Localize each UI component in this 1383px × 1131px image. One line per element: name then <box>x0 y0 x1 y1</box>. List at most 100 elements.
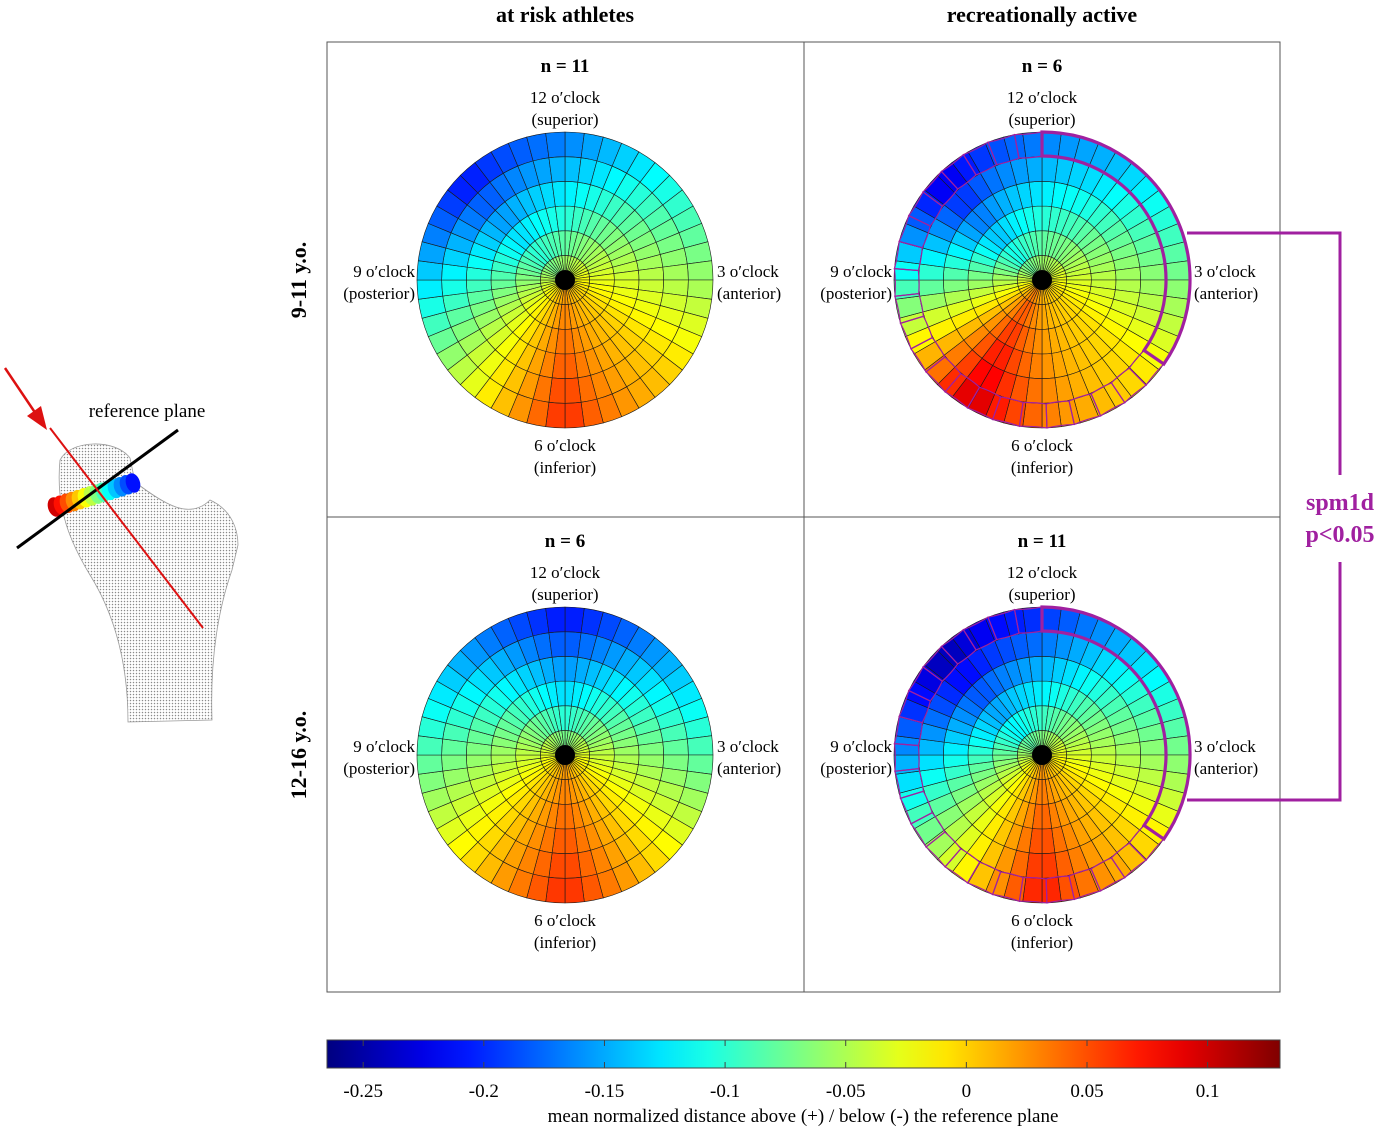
panel-3: n = 6 12 o′clock (superior) 6 o′clock (infer… <box>343 531 781 952</box>
polar-map-cell <box>416 279 444 300</box>
panel-2: n = 6 12 o′clock (superior) 6 o′clock (infer… <box>820 56 1258 477</box>
clock-label-left: (posterior) <box>343 284 415 303</box>
polar-map-cell <box>1041 876 1062 904</box>
significance-region <box>893 605 1192 904</box>
clock-label-right: 3 o′clock <box>1194 262 1256 281</box>
clock-label-left: (posterior) <box>820 284 892 303</box>
polar-map-cell <box>416 754 444 775</box>
clock-label-right: (anterior) <box>1194 284 1258 303</box>
polar-map-cell <box>564 852 582 879</box>
polar-map-cell <box>686 260 714 281</box>
row-header-9-11: 9-11 y.o. <box>286 242 311 318</box>
polar-map-center <box>1032 270 1052 290</box>
sample-size-label: n = 6 <box>545 531 585 552</box>
colorbar: -0.25 -0.2 -0.15 -0.1 -0.05 0 0.05 0.1 mean nor… <box>326 1039 1281 1127</box>
colorbar-gradient <box>326 1039 1281 1069</box>
clock-label-bottom: (inferior) <box>1011 933 1073 952</box>
polar-map-cell <box>441 754 468 772</box>
polar-map-panels: n = 11 12 o′clock (superior) 6 o′clock (infe… <box>343 56 1258 952</box>
sample-size-label: n = 11 <box>541 56 590 77</box>
column-header-recreational: recreationally active <box>947 2 1138 27</box>
clock-label-left: (posterior) <box>343 759 415 778</box>
polar-map-center <box>555 745 575 765</box>
clock-label-top: (superior) <box>1008 585 1075 604</box>
clock-label-bottom: 6 o′clock <box>534 911 596 930</box>
panel-4: n = 11 12 o′clock (superior) 6 o′clock (infe… <box>820 531 1258 952</box>
colorbar-label: mean normalized distance above (+) / bel… <box>548 1106 1059 1127</box>
polar-map-cell <box>548 156 566 183</box>
clock-label-bottom: (inferior) <box>534 933 596 952</box>
polar-map-cell <box>918 279 945 297</box>
clock-label-right: (anterior) <box>717 759 781 778</box>
polar-map-cell <box>1041 377 1059 404</box>
clock-label-right: 3 o′clock <box>717 262 779 281</box>
polar-map-cell <box>1025 631 1043 658</box>
clock-label-top: 12 o′clock <box>530 88 601 107</box>
column-header-at-risk: at risk athletes <box>496 2 635 27</box>
sample-size-label: n = 6 <box>1022 56 1062 77</box>
polar-map-center <box>555 270 575 290</box>
colorbar-tick-label: 0.05 <box>1070 1081 1103 1102</box>
polar-map-cell <box>686 735 714 756</box>
polar-map-cell <box>1139 263 1166 281</box>
colorbar-tick-label: 0 <box>962 1081 972 1102</box>
significance-bracket-upper <box>1187 231 1342 475</box>
polar-map-cell <box>1041 852 1059 879</box>
colorbar-tick-label: -0.2 <box>469 1081 499 1102</box>
significance-p-value: p<0.05 <box>1305 522 1374 548</box>
colorbar-tick-label: -0.15 <box>585 1081 625 1102</box>
femoral-neck-axis-line <box>49 427 204 629</box>
panel-1: n = 11 12 o′clock (superior) 6 o′clock (infe… <box>343 56 781 477</box>
polar-map-cell <box>1022 131 1043 159</box>
clock-label-bottom: (inferior) <box>534 458 596 477</box>
significance-test-label: spm1d <box>1306 490 1375 516</box>
colorbar-tick-label: -0.1 <box>710 1081 740 1102</box>
clock-label-bottom: 6 o′clock <box>1011 436 1073 455</box>
femur-band-segment <box>125 473 141 493</box>
clock-label-right: 3 o′clock <box>717 737 779 756</box>
polar-map-cell <box>545 606 566 634</box>
clock-label-top: (superior) <box>531 110 598 129</box>
view-direction-arrow-shaft <box>3 367 38 415</box>
clock-label-left: (posterior) <box>820 759 892 778</box>
clock-label-top: 12 o′clock <box>1007 88 1078 107</box>
colorbar-tick-label: 0.1 <box>1196 1081 1220 1102</box>
clock-label-top: (superior) <box>531 585 598 604</box>
clock-label-bottom: (inferior) <box>1011 458 1073 477</box>
polar-map-cell <box>564 401 585 429</box>
polar-map-cell <box>564 876 585 904</box>
significance-region <box>893 130 1192 429</box>
clock-label-left: 9 o′clock <box>353 262 415 281</box>
colorbar-ticks: -0.25 -0.2 -0.15 -0.1 -0.05 0 0.05 0.1 <box>343 1040 1219 1102</box>
significance-bracket-lower <box>1187 562 1342 802</box>
row-header-12-16: 12-16 y.o. <box>286 711 311 800</box>
clock-label-left: 9 o′clock <box>830 737 892 756</box>
clock-label-top: (superior) <box>1008 110 1075 129</box>
clock-label-left: 9 o′clock <box>830 262 892 281</box>
polar-map-cell <box>441 279 468 297</box>
view-direction-arrow-icon <box>27 406 47 430</box>
polar-map-cells <box>893 131 1191 429</box>
significance-outline <box>1040 605 1192 842</box>
sample-size-label: n = 11 <box>1018 531 1067 552</box>
clock-label-right: (anterior) <box>1194 759 1258 778</box>
polar-map-cell <box>1163 260 1191 281</box>
polar-map-cell <box>564 377 582 404</box>
polar-map-cell <box>1025 156 1043 183</box>
femur-point-cloud <box>58 443 239 723</box>
clock-label-top: 12 o′clock <box>1007 563 1078 582</box>
polar-map-cell <box>1041 401 1062 429</box>
polar-map-cell <box>548 631 566 658</box>
clock-label-left: 9 o′clock <box>353 737 415 756</box>
polar-map-center <box>1032 745 1052 765</box>
polar-map-cell <box>1139 738 1166 756</box>
polar-map-cells <box>416 606 714 904</box>
polar-map-cell <box>662 263 689 281</box>
polar-map-cell <box>918 754 945 772</box>
polar-map-cell <box>662 738 689 756</box>
significance-bracket: spm1d p<0.05 <box>1187 231 1375 802</box>
reference-plane-label: reference plane <box>89 401 206 422</box>
polar-map-cell <box>1022 606 1043 634</box>
femur-diagram: reference plane <box>3 367 239 723</box>
